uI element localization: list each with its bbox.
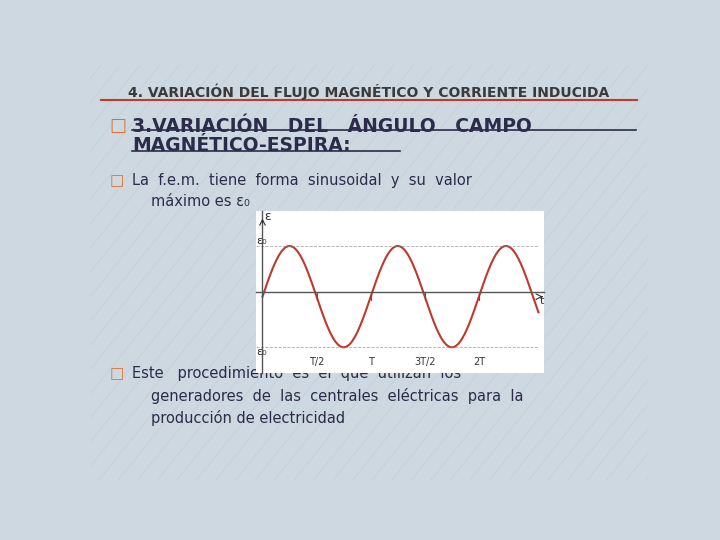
Text: ε₀: ε₀ (256, 236, 267, 246)
Text: □: □ (109, 366, 124, 381)
Text: 2T: 2T (473, 357, 485, 367)
Text: 3T/2: 3T/2 (414, 357, 436, 367)
Text: generadores  de  las  centrales  eléctricas  para  la: generadores de las centrales eléctricas … (151, 388, 524, 404)
Text: máximo es ε₀: máximo es ε₀ (151, 194, 251, 208)
Text: T: T (368, 357, 374, 367)
Text: ε: ε (264, 210, 271, 223)
Text: 3.VARIACIÓN   DEL   ÁNGULO   CAMPO: 3.VARIACIÓN DEL ÁNGULO CAMPO (132, 117, 532, 136)
Text: □: □ (109, 173, 124, 188)
Text: t: t (540, 296, 544, 306)
Text: □: □ (109, 117, 127, 135)
Text: La  f.e.m.  tiene  forma  sinusoidal  y  su  valor: La f.e.m. tiene forma sinusoidal y su va… (132, 173, 472, 188)
Text: 4. VARIACIÓN DEL FLUJO MAGNÉTICO Y CORRIENTE INDUCIDA: 4. VARIACIÓN DEL FLUJO MAGNÉTICO Y CORRI… (128, 84, 610, 100)
Text: T/2: T/2 (309, 357, 324, 367)
Text: producción de electricidad: producción de electricidad (151, 410, 346, 426)
Text: ε₀: ε₀ (256, 347, 267, 357)
Text: MAGNÉTICO-ESPIRA:: MAGNÉTICO-ESPIRA: (132, 136, 351, 156)
Text: Este   procedimiento  es  el  que  utilizan  los: Este procedimiento es el que utilizan lo… (132, 366, 461, 381)
